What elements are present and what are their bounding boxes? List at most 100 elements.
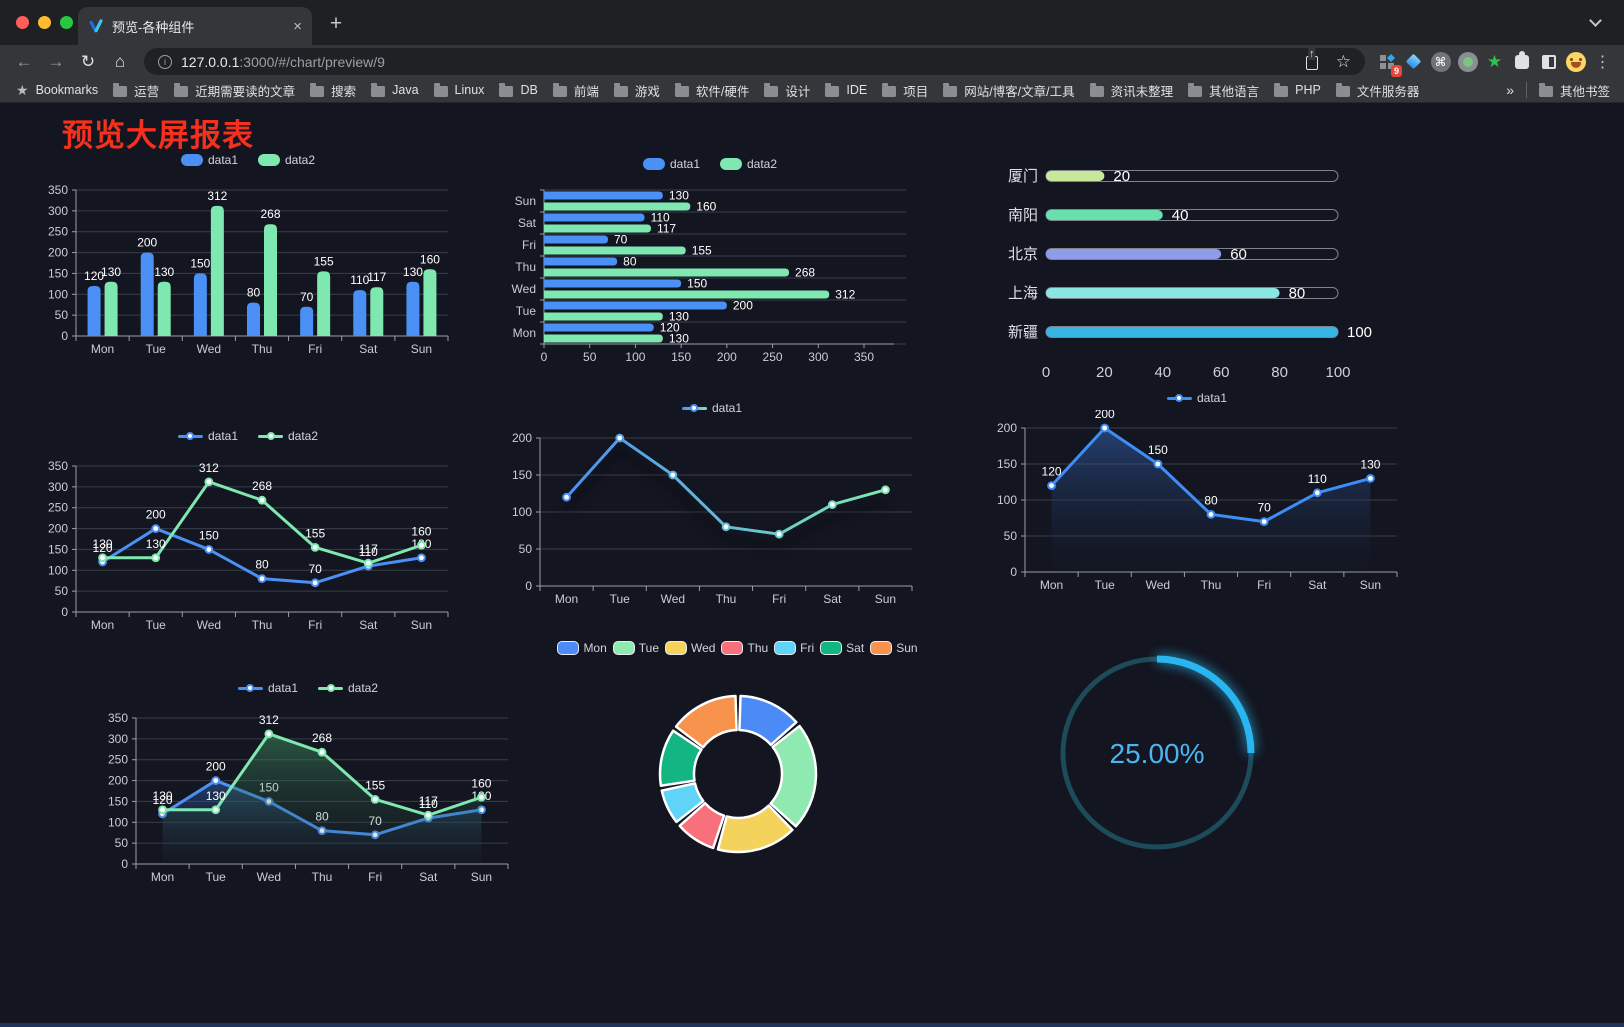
dual-area-line-chart[interactable]: data1 data2 0 50 100 150 200 250 300 350 Mon Tue Wed… <box>96 676 520 890</box>
bookmark-folder[interactable]: 资讯未整理 <box>1089 81 1173 100</box>
multi-line-chart[interactable]: data1 data2 0 50 100 150 200 250 300 350 Mon Tue Wed… <box>36 424 460 638</box>
svg-text:80: 80 <box>1204 493 1218 507</box>
bookmarks-manager[interactable]: ★ Bookmarks <box>16 81 99 98</box>
gradient-line-chart[interactable]: data1 0 50 100 150 200 Mon Tue Wed Thu Fri Sat Sun <box>500 396 924 612</box>
profile-avatar-icon[interactable] <box>1562 49 1589 75</box>
svg-text:Wed: Wed <box>512 282 536 296</box>
svg-text:312: 312 <box>207 189 227 203</box>
bookmark-folder[interactable]: PHP <box>1274 82 1321 97</box>
tab-strip: 预览-各种组件 × + <box>0 0 1624 45</box>
svg-text:200: 200 <box>512 431 532 445</box>
bookmark-folder[interactable]: 近期需要读的文章 <box>174 81 295 100</box>
extension-green-star-icon[interactable]: ★ <box>1486 51 1503 71</box>
area-line-chart[interactable]: data1 0 50 100 150 200 Mon Tue Wed Thu Fri Sat Sun 12… <box>985 386 1409 598</box>
svg-text:130: 130 <box>154 265 174 279</box>
chart-canvas[interactable]: 0 50 100 150 200 250 300 350 Mon Tue Wed Thu Fri Sat S… <box>96 700 520 890</box>
browser-menu-icon[interactable]: ⋮ <box>1594 53 1611 71</box>
svg-text:160: 160 <box>696 200 716 214</box>
legend-item-Fri[interactable]: Fri <box>775 641 814 655</box>
site-info-icon[interactable]: i <box>158 54 172 69</box>
legend-item-data1[interactable]: data1 <box>642 157 700 171</box>
bookmark-folder[interactable]: 网站/博客/文章/工具 <box>943 81 1075 100</box>
new-tab-button[interactable]: + <box>329 12 343 35</box>
chart-canvas[interactable]: 厦门 20 南阳 40 北京 60 上海 80 新疆 100 0 20 40 60 80 100 <box>988 150 1408 390</box>
legend-item-data1[interactable]: data1 <box>177 429 238 443</box>
window-close-button[interactable] <box>16 16 29 29</box>
svg-text:150: 150 <box>48 266 68 280</box>
extensions-puzzle-icon[interactable] <box>1508 49 1535 75</box>
legend-item-data2[interactable]: data2 <box>258 429 318 443</box>
site-favicon-icon <box>88 18 104 34</box>
chart-canvas[interactable]: 25.00% <box>1043 640 1271 876</box>
extension-record-icon[interactable] <box>1454 49 1481 75</box>
bookmark-folder[interactable]: 文件服务器 <box>1335 81 1419 100</box>
extension-grid-icon[interactable]: 9 <box>1373 49 1402 77</box>
back-button[interactable]: ← <box>15 51 33 71</box>
legend-item-data2[interactable]: data2 <box>720 157 777 171</box>
bookmark-folder[interactable]: 设计 <box>764 81 810 100</box>
tab-close-icon[interactable]: × <box>293 17 302 35</box>
bookmark-folder[interactable]: DB <box>499 82 538 97</box>
legend-item-data2[interactable]: data2 <box>258 153 315 167</box>
svg-text:200: 200 <box>206 760 226 774</box>
legend-item-Mon[interactable]: Mon <box>558 641 607 655</box>
svg-text:117: 117 <box>657 222 676 236</box>
legend-item-data1[interactable]: data1 <box>237 681 298 695</box>
bookmark-folder[interactable]: 项目 <box>882 81 928 100</box>
legend-swatch <box>666 642 687 654</box>
chart-canvas[interactable]: 0 50 100 150 200 Mon Tue Wed Thu Fri Sat Sun 120 200 1… <box>985 410 1409 598</box>
svg-text:110: 110 <box>359 545 378 559</box>
progress-bar-chart[interactable]: 厦门 20 南阳 40 北京 60 上海 80 新疆 100 0 20 40 60 80 100 <box>988 150 1408 390</box>
bookmark-folder[interactable]: 搜索 <box>310 81 356 100</box>
bookmarks-overflow-chevron[interactable]: » <box>1506 82 1514 98</box>
legend-item-Tue[interactable]: Tue <box>613 641 659 655</box>
address-bar[interactable]: i 127.0.0.1:3000/#/chart/preview/9 ☆ <box>144 48 1365 75</box>
bookmark-folder[interactable]: 运营 <box>113 81 159 100</box>
other-bookmarks-folder[interactable]: 其他书签 <box>1538 81 1610 100</box>
legend-item-Wed[interactable]: Wed <box>666 641 715 655</box>
svg-text:Fri: Fri <box>772 592 786 606</box>
legend-item-data2[interactable]: data2 <box>318 681 378 695</box>
dark-mode-extension-icon[interactable] <box>1535 49 1562 75</box>
bookmark-folder[interactable]: Linux <box>433 82 484 97</box>
home-button[interactable]: ⌂ <box>114 51 126 71</box>
svg-text:350: 350 <box>108 711 128 725</box>
chart-canvas[interactable]: 0 50 100 150 200 250 300 350 Mon Tue Wed Thu Fri Sat S… <box>36 172 460 362</box>
window-minimize-button[interactable] <box>38 16 51 29</box>
forward-button[interactable]: → <box>47 51 65 71</box>
legend-item-data1[interactable]: data1 <box>681 401 742 415</box>
bookmark-folder[interactable]: IDE <box>825 82 867 97</box>
legend-item-Thu[interactable]: Thu <box>722 641 768 655</box>
donut-chart[interactable]: Mon Tue Wed Thu Fri Sat Sun <box>540 636 936 884</box>
gauge-chart[interactable]: 25.00% <box>1043 640 1271 876</box>
svg-text:60: 60 <box>1230 246 1247 263</box>
browser-tab[interactable]: 预览-各种组件 × <box>78 7 312 45</box>
legend-item-data1[interactable]: data1 <box>180 153 238 167</box>
legend-item-Sun[interactable]: Sun <box>871 641 918 655</box>
share-icon[interactable] <box>1305 56 1318 70</box>
bookmarks-star-icon: ★ <box>16 81 29 98</box>
reload-button[interactable]: ↻ <box>80 51 96 71</box>
folder-icon <box>552 82 567 97</box>
horizontal-bar-chart[interactable]: data1 data2 0 50 100 150 200 250 300 350 Sun 130 160… <box>500 152 920 370</box>
bookmark-folder[interactable]: 前端 <box>552 81 599 100</box>
chart-canvas[interactable]: 0 50 100 150 200 250 300 350 Mon Tue Wed Thu Fri Sat S… <box>36 448 460 638</box>
legend-item-data1[interactable]: data1 <box>1166 391 1227 405</box>
bookmark-folder[interactable]: Java <box>371 82 419 97</box>
bookmark-star-icon[interactable]: ☆ <box>1335 51 1351 71</box>
extension-command-icon[interactable]: ⌘ <box>1427 49 1454 75</box>
svg-text:40: 40 <box>1172 207 1189 224</box>
bookmark-folder[interactable]: 其他语言 <box>1188 81 1259 100</box>
legend-item-Sat[interactable]: Sat <box>821 641 864 655</box>
svg-text:200: 200 <box>108 774 128 788</box>
extension-gem-icon[interactable] <box>1400 49 1427 75</box>
bookmark-folder[interactable]: 游戏 <box>613 81 660 100</box>
window-zoom-button[interactable] <box>60 16 73 29</box>
tab-search-chevron-icon[interactable] <box>1589 14 1602 27</box>
bookmark-folder[interactable]: 软件/硬件 <box>674 81 749 100</box>
chart-canvas[interactable]: 0 50 100 150 200 Mon Tue Wed Thu Fri Sat Sun <box>500 420 924 612</box>
chart-canvas[interactable] <box>540 660 936 884</box>
grouped-bar-chart[interactable]: data1 data2 0 50 100 150 200 250 300 350 Mon Tue Wed… <box>36 148 460 362</box>
